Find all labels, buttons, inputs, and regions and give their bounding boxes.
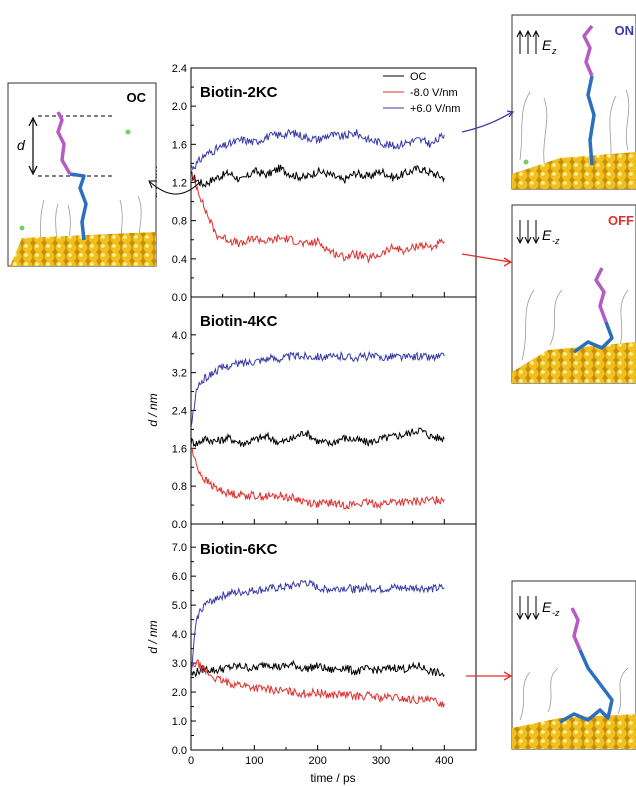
inset-on-field-arrows [516,29,540,54]
panel-title-3: Biotin-6KC [200,541,278,558]
inset-on-ion [523,159,529,165]
ytick-label-3-4: 4.0 [172,629,187,641]
inset-oc-biotin [56,111,72,175]
inset-on-label: ON [615,23,635,38]
inset-oc-arrowheads [28,116,38,176]
ytick-label-3-2: 2.0 [172,687,187,699]
inset-on-gold-surface [512,152,636,189]
inset-oc: OC d [7,82,157,267]
ytick-label-2-3: 2.4 [172,406,187,418]
ylabel-panel-2: d / nm [146,393,160,426]
inset-off-field-subscript: -z [552,236,560,246]
xtick-label-4: 400 [435,755,453,767]
inset-6kc-field-subscript: -z [552,608,560,618]
ytick-label-3-3: 3.0 [172,658,187,670]
ytick-label-1-2: 0.8 [172,216,187,228]
ytick-label-2-4: 3.2 [172,368,187,380]
inset-on-field-subscript: z [551,46,557,56]
panel-title-1: Biotin-2KC [200,84,278,101]
inset-off-biotin [594,267,608,323]
xtick-label-3: 300 [372,755,390,767]
ytick-label-3-5: 5.0 [172,600,187,612]
inset-6kc-gold-surface [512,714,636,749]
inset-on-thiol-chains [519,89,630,171]
ytick-label-3-7: 7.0 [172,542,187,554]
inset-on-field-symbol: E [542,37,552,53]
inset-6kc-field-arrows [516,596,540,621]
inset-6kc-field-symbol: E [542,599,552,615]
series-line-2-2 [191,446,445,510]
series-line-3-1 [191,659,445,678]
xtick-label-2: 200 [308,755,326,767]
ytick-label-2-2: 1.6 [172,443,187,455]
inset-on: ON E z [511,14,636,190]
inset-off-gold-surface [512,342,636,383]
inset-6kc: E -z [511,580,636,750]
inset-oc-label: OC [127,90,147,105]
ylabel-panel-3: d / nm [146,620,160,653]
ytick-label-1-6: 2.4 [172,63,187,75]
ytick-label-3-6: 6.0 [172,571,187,583]
series-line-1-2 [191,172,445,264]
inset-off-field-arrows [516,220,540,245]
ytick-label-1-4: 1.6 [172,139,187,151]
series-line-1-1 [191,164,445,188]
series-line-2-1 [191,427,445,448]
ytick-label-1-1: 0.4 [172,254,187,266]
connector-oc [149,181,201,195]
inset-6kc-peptide-chain [559,649,614,724]
xlabel: time / ps [310,771,355,785]
inset-on-peptide-chain [586,75,596,166]
ytick-label-3-1: 1.0 [172,716,187,728]
connector-off-head [503,257,513,267]
inset-off-field-symbol: E [542,227,552,243]
legend-label-oc: OC [410,71,427,83]
series-line-1-3 [191,128,445,171]
series-line-3-2 [191,659,445,708]
connector-oc-head [148,180,156,189]
inset-6kc-thiol-chains [519,667,629,721]
xtick-label-1: 100 [245,755,263,767]
ytick-label-2-0: 0.0 [172,519,187,531]
inset-6kc-biotin [570,607,582,651]
inset-oc-distance-label: d [17,137,26,153]
legend-label-neg: -8.0 V/nm [410,87,458,99]
inset-oc-ion-2 [125,129,131,135]
inset-on-biotin [582,24,594,77]
inset-oc-peptide-chain [69,172,88,241]
xtick-label-0: 0 [188,755,194,767]
series-line-3-3 [191,579,445,675]
ytick-label-2-1: 0.8 [172,481,187,493]
plot-frame [190,67,477,751]
connector-on-head [506,110,515,118]
legend: OC -8.0 V/nm +6.0 V/nm [383,71,460,115]
inset-off: OFF E -z [511,204,636,384]
connector-on [461,111,513,133]
inset-oc-thiol-chains [39,195,142,266]
inset-off-label: OFF [608,213,634,228]
inset-oc-gold-surface [10,232,156,266]
legend-label-pos: +6.0 V/nm [410,103,460,115]
ytick-label-1-5: 2.0 [172,101,187,113]
ytick-label-3-0: 0.0 [172,745,187,757]
inset-off-thiol-chains [521,289,629,361]
series-line-2-3 [191,350,445,428]
ytick-label-1-3: 1.2 [172,178,187,190]
ytick-label-2-5: 4.0 [172,330,187,342]
panel-title-2: Biotin-4KC [200,313,278,330]
inset-oc-ion [19,225,25,231]
ytick-label-1-0: 0.0 [172,292,187,304]
inset-off-peptide-chain [572,321,614,354]
connector-6kc-head [503,671,513,681]
connector-off [461,253,511,263]
